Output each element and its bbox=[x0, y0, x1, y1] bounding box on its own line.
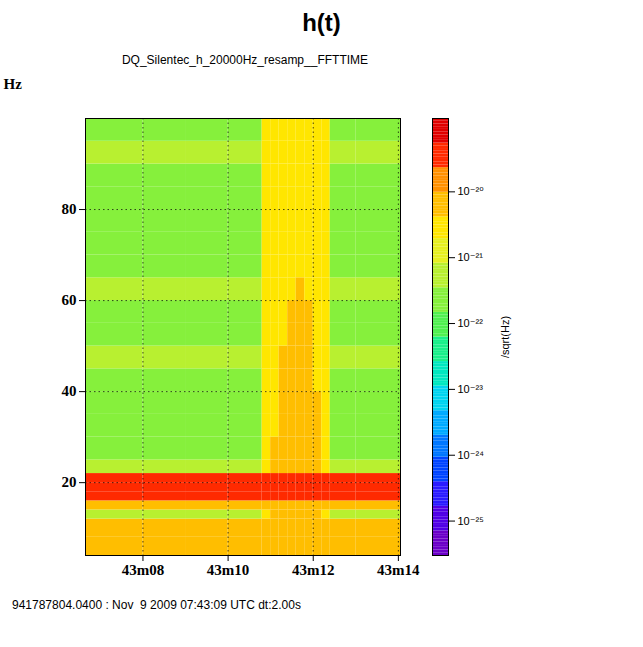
svg-text:20: 20 bbox=[62, 474, 77, 490]
svg-text:10⁻²⁰: 10⁻²⁰ bbox=[458, 185, 485, 197]
html-text:h(t): h(t) bbox=[302, 9, 341, 36]
svg-text:10⁻²⁵: 10⁻²⁵ bbox=[458, 515, 484, 527]
svg-text:43m08: 43m08 bbox=[122, 562, 165, 578]
svg-text:10⁻²³: 10⁻²³ bbox=[458, 383, 484, 395]
svg-text:10⁻²⁴: 10⁻²⁴ bbox=[458, 449, 485, 461]
svg-text:43m14: 43m14 bbox=[377, 562, 420, 578]
svg-text:43m10: 43m10 bbox=[207, 562, 250, 578]
svg-text:/sqrt(Hz): /sqrt(Hz) bbox=[499, 316, 511, 358]
svg-text:40: 40 bbox=[62, 383, 77, 399]
svg-text:10⁻²¹: 10⁻²¹ bbox=[458, 251, 484, 263]
svg-text:Hz: Hz bbox=[4, 76, 23, 92]
svg-text:60: 60 bbox=[62, 292, 77, 308]
svg-text:80: 80 bbox=[62, 201, 77, 217]
svg-text:43m12: 43m12 bbox=[292, 562, 335, 578]
html-text:DQ_Silentec_h_20000Hz_resamp__: DQ_Silentec_h_20000Hz_resamp__FFTTIME bbox=[121, 53, 369, 67]
html-text:941787804.0400 : Nov 9 2009 07: 941787804.0400 : Nov 9 2009 07:43:09 UTC… bbox=[12, 598, 301, 612]
svg-text:10⁻²²: 10⁻²² bbox=[458, 317, 484, 329]
